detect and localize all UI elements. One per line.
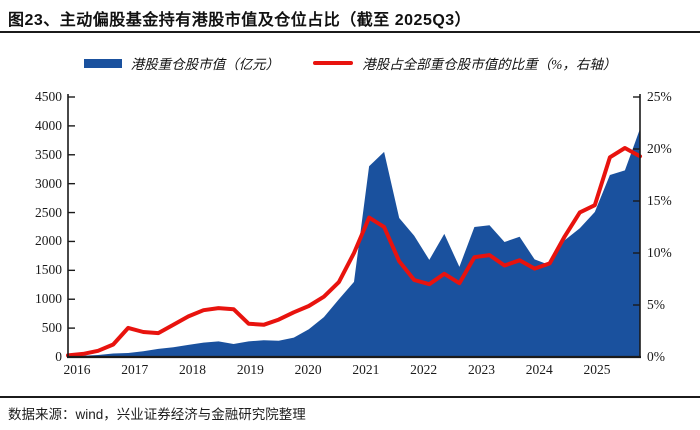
y-axis-right-tick-label: 15% [647, 193, 672, 208]
x-axis-tick-label: 2016 [63, 362, 91, 377]
y-axis-left-tick-label: 2500 [35, 204, 62, 220]
x-axis-tick-label: 2019 [236, 362, 264, 377]
area-swatch-icon [83, 58, 122, 68]
ratio-line [66, 146, 642, 358]
y-axis-left-tick-label: 1500 [35, 262, 62, 278]
legend: 港股重仓股市值（亿元） 港股占全部重仓股市值的比重（%，右轴） [0, 53, 700, 73]
y-axis-left-tick-label: 0 [55, 349, 62, 364]
x-axis-tick-label: 2018 [179, 362, 207, 377]
y-axis-right-tick-label: 20% [647, 141, 672, 156]
y-axis-left-tick-label: 3500 [35, 146, 62, 162]
legend-item-ratio: 港股占全部重仓股市值的比重（%，右轴） [313, 53, 616, 73]
y-axis-right-tick-label: 5% [647, 297, 665, 312]
legend-label-ratio: 港股占全部重仓股市值的比重（%，右轴） [362, 57, 617, 72]
y-axis-left-tick-label: 2000 [35, 233, 62, 249]
x-axis-tick-label: 2025 [583, 362, 611, 377]
market-value-area [68, 128, 640, 357]
x-axis-tick-label: 2023 [467, 362, 495, 377]
x-axis-tick-label: 2017 [121, 362, 149, 377]
y-axis-left-tick-label: 4500 [35, 89, 62, 104]
axes [67, 94, 641, 359]
y-axis-right-tick-label: 25% [647, 89, 672, 104]
footer-source: 数据来源：wind，兴业证券经济与金融研究院整理 [8, 407, 306, 422]
y-axis-left-tick-label: 3000 [35, 175, 62, 191]
footer-divider [0, 396, 700, 398]
x-axis-tick-label: 2024 [525, 362, 553, 377]
y-axis-left-tick-label: 4000 [35, 117, 62, 133]
page-title: 图23、主动偏股基金持有港股市值及仓位占比（截至 2025Q3） [8, 12, 472, 29]
y-axis-right-tick-label: 10% [647, 245, 672, 260]
y-axis-left-tick-label: 1000 [35, 291, 62, 307]
legend-item-market-value: 港股重仓股市值（亿元） [83, 53, 280, 73]
y-axis-left-tick-label: 500 [41, 320, 62, 336]
line-swatch-icon [313, 61, 354, 65]
x-axis-tick-label: 2021 [352, 362, 380, 377]
y-axis-right-tick-label: 0% [647, 349, 665, 364]
title-bar: 图23、主动偏股基金持有港股市值及仓位占比（截至 2025Q3） [0, 0, 700, 33]
axis-ticks [68, 96, 640, 358]
x-axis-tick-label: 2020 [294, 362, 322, 377]
x-axis-tick-label: 2022 [410, 362, 438, 377]
legend-label-market-value: 港股重仓股市值（亿元） [130, 57, 280, 72]
